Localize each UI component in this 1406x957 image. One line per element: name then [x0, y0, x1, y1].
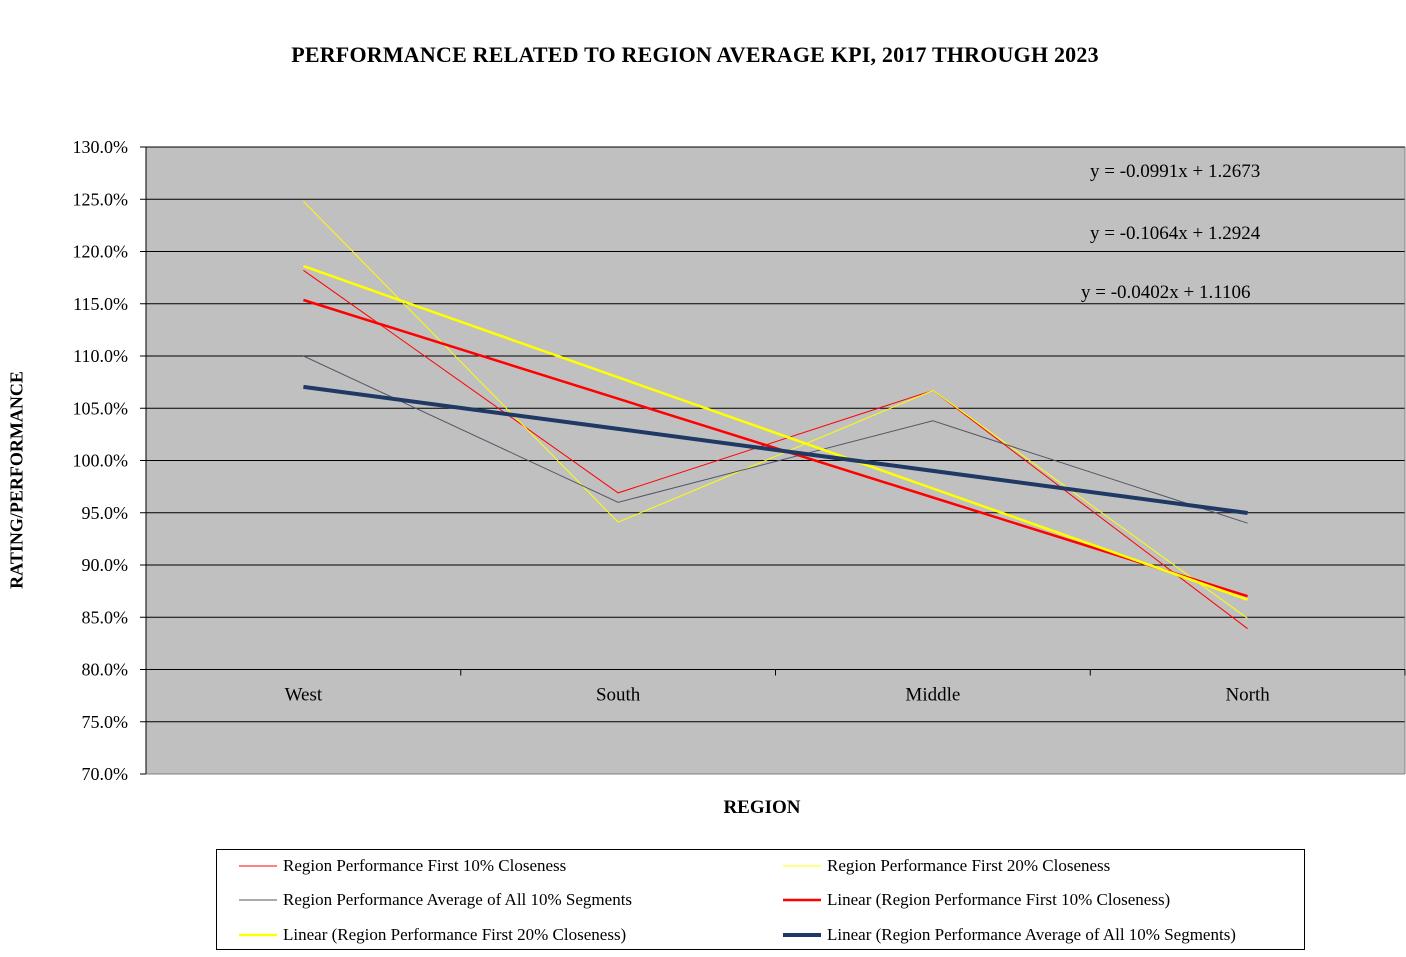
legend-label: Linear (Region Performance First 20% Clo… [283, 925, 627, 944]
legend-swatch [783, 933, 821, 937]
series-line-1 [303, 269, 1248, 630]
y-tick-label: 130.0% [73, 137, 129, 157]
y-tick-label: 100.0% [73, 451, 129, 471]
y-tick-label: 90.0% [82, 555, 129, 575]
y-tick-label: 120.0% [73, 242, 129, 262]
legend-label: Region Performance Average of All 10% Se… [283, 890, 633, 909]
x-tick-label: South [596, 685, 641, 706]
legend-swatch [239, 865, 277, 867]
legend-label: Region Performance First 20% Closeness [827, 856, 1111, 875]
y-tick-label: 115.0% [73, 294, 128, 314]
series-line-5 [302, 264, 1249, 601]
legend-label: Linear (Region Performance Average of Al… [827, 925, 1236, 944]
y-tick-label: 70.0% [82, 764, 129, 784]
y-tick-label: 80.0% [82, 660, 129, 680]
legend-label: Region Performance First 10% Closeness [283, 856, 567, 875]
chart-legend: Region Performance First 10% Closeness R… [216, 849, 1305, 950]
y-tick-label: 85.0% [82, 607, 129, 627]
legend-item: Region Performance First 20% Closeness [783, 855, 1110, 877]
trendline-equation-2: y = -0.1064x + 1.2924 [1090, 223, 1261, 244]
x-tick-label: North [1225, 685, 1270, 706]
legend-swatch [239, 899, 277, 901]
x-tick-label: Middle [905, 685, 960, 706]
series-line-3 [303, 355, 1248, 524]
legend-item: Region Performance First 10% Closeness [239, 855, 566, 877]
legend-item: Linear (Region Performance Average of Al… [783, 924, 1236, 946]
legend-swatch [783, 898, 821, 902]
legend-item: Region Performance Average of All 10% Se… [239, 889, 632, 911]
legend-swatch [239, 933, 277, 937]
legend-item: Linear (Region Performance First 20% Clo… [239, 924, 626, 946]
legend-label: Linear (Region Performance First 10% Clo… [827, 890, 1171, 909]
legend-swatch [783, 865, 821, 867]
x-tick-label: West [285, 685, 323, 706]
trendline-equation-3: y = -0.0402x + 1.1106 [1081, 282, 1251, 303]
x-tick-labels: West South Middle North [285, 685, 1271, 706]
series-line-6 [303, 384, 1248, 515]
legend-item: Linear (Region Performance First 10% Clo… [783, 889, 1170, 911]
y-tick-label: 125.0% [73, 189, 129, 209]
gridlines [146, 146, 1405, 775]
y-axis-label: RATING/PERFORMANCE [6, 371, 27, 589]
x-axis-label: REGION [723, 797, 801, 818]
y-tick-label: 95.0% [82, 503, 129, 523]
y-tick-label: 110.0% [73, 346, 128, 366]
chart-title: PERFORMANCE RELATED TO REGION AVERAGE KP… [291, 42, 1099, 67]
y-tick-label: 105.0% [73, 398, 129, 418]
y-tick-labels: 70.0% 75.0% 80.0% 85.0% 90.0% 95.0% 100.0% 105.… [73, 137, 146, 784]
y-tick-label: 75.0% [82, 712, 129, 732]
series-lines [302, 200, 1249, 630]
trendline-equation-1: y = -0.0991x + 1.2673 [1090, 161, 1261, 182]
series-line-2 [303, 200, 1248, 619]
